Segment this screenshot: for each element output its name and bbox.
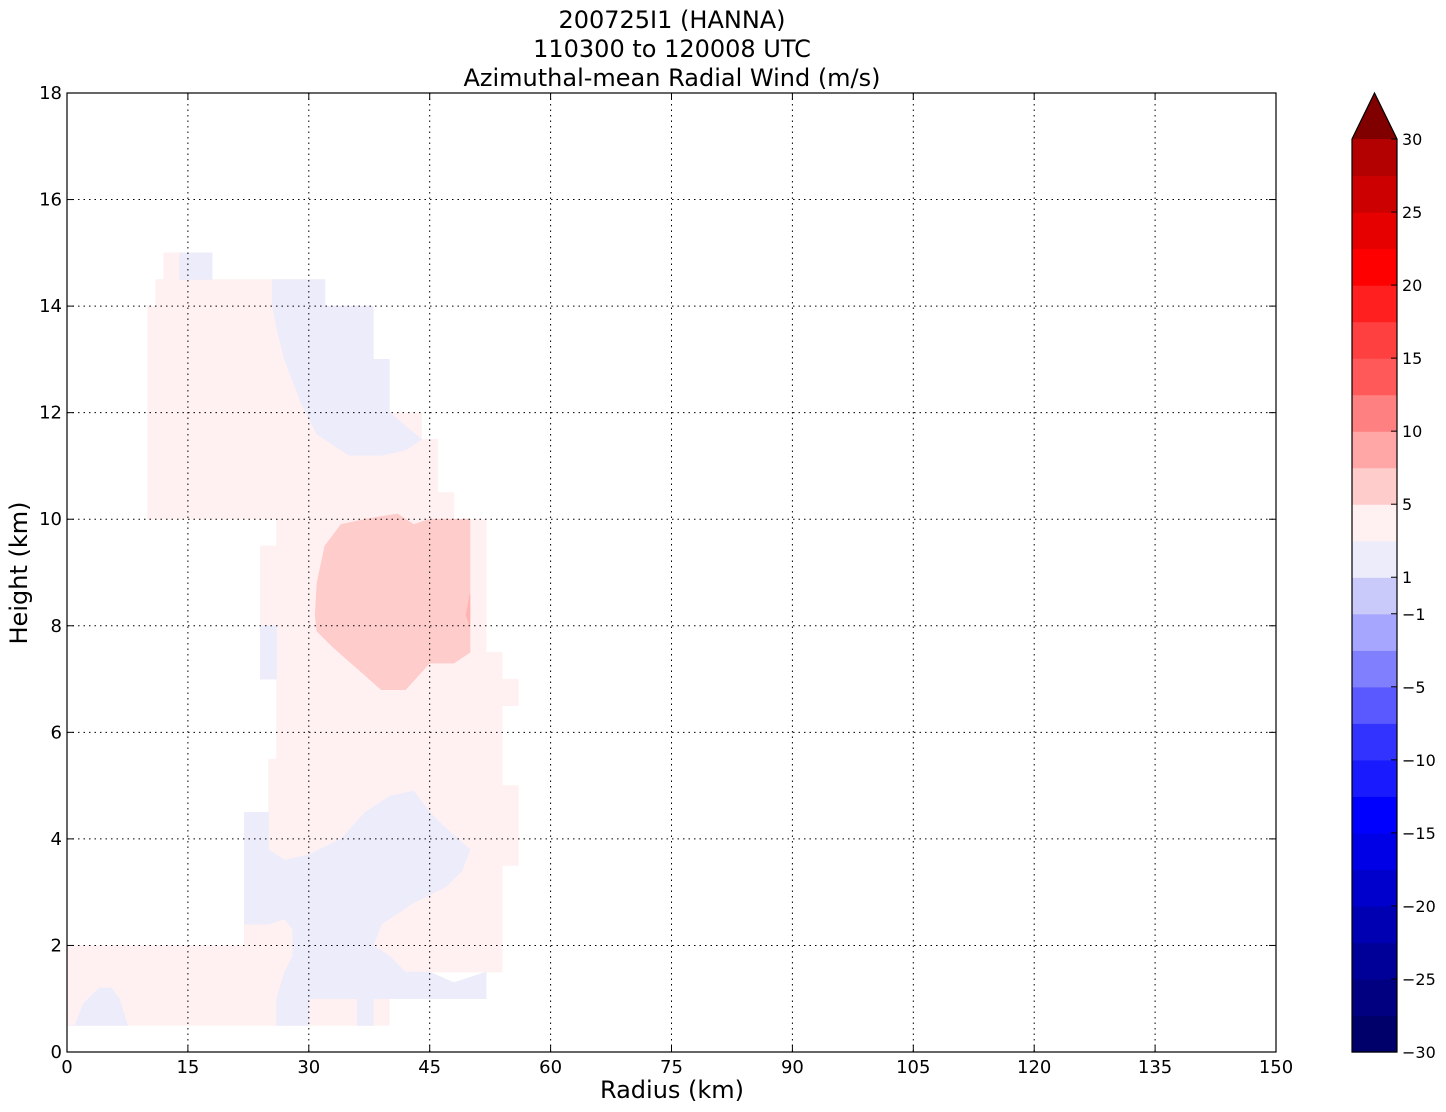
contour-region-2 — [272, 279, 423, 456]
title-line-3: Azimuthal-mean Radial Wind (m/s) — [463, 64, 880, 92]
colorbar-tick-label: 20 — [1402, 276, 1422, 295]
colorbar-segment — [1352, 832, 1397, 870]
x-tick-label: 15 — [176, 1057, 199, 1078]
colorbar-tick-label: −1 — [1402, 605, 1426, 624]
colorbar-outline — [1351, 91, 1398, 1053]
x-tick-label: 75 — [660, 1057, 683, 1078]
contour-region-1 — [179, 252, 213, 280]
x-tick-label: 105 — [896, 1057, 930, 1078]
plot-area: 0 15 30 45 60 75 90 105 120 135 150 0 2 4 6 8 10 12 14 16 18 — [39, 83, 1293, 1078]
axis-ticks: 0 15 30 45 60 75 90 105 120 135 150 0 2 4 6 8 10 12 14 16 18 — [39, 83, 1293, 1078]
colorbar-segment — [1352, 1015, 1397, 1053]
y-tick-label: 0 — [51, 1042, 62, 1063]
x-tick-label: 150 — [1259, 1057, 1293, 1078]
x-tick-label: 135 — [1138, 1057, 1172, 1078]
colorbar-segment — [1352, 723, 1397, 761]
colorbar-segment — [1352, 905, 1397, 944]
colorbar-segment — [1352, 285, 1397, 323]
y-axis-label: Height (km) — [5, 502, 33, 645]
colorbar-segment — [1352, 321, 1397, 359]
title-line-1: 200725I1 (HANNA) — [558, 6, 785, 34]
y-tick-label: 4 — [51, 829, 62, 850]
colorbar-segment — [1352, 978, 1397, 1017]
colorbar-segment — [1352, 358, 1397, 396]
x-tick-label: 90 — [781, 1057, 804, 1078]
y-tick-label: 14 — [39, 296, 62, 317]
x-axis-label: Radius (km) — [600, 1076, 744, 1104]
colorbar-tick-label: 30 — [1402, 130, 1422, 149]
colorbar-tick-label: 15 — [1402, 349, 1422, 368]
x-tick-label: 60 — [539, 1057, 562, 1078]
title-line-2: 110300 to 120008 UTC — [533, 35, 811, 63]
y-tick-label: 2 — [51, 935, 62, 956]
colorbar-segment — [1352, 577, 1397, 615]
colorbar-segment — [1352, 942, 1397, 980]
contour-region-5 — [465, 593, 471, 626]
colorbar-segment — [1352, 175, 1397, 213]
contour-region-4 — [314, 513, 471, 691]
colorbar-segment — [1352, 796, 1397, 834]
colorbar-segment — [1352, 650, 1397, 688]
colorbar-tick-label: 10 — [1402, 422, 1422, 441]
colorbar-segment — [1352, 431, 1397, 469]
colorbar-segment — [1352, 139, 1397, 177]
x-tick-label: 0 — [61, 1057, 72, 1078]
colorbar-tick-label: −20 — [1402, 897, 1436, 916]
colorbar-segment — [1352, 467, 1397, 505]
colorbar-tick-label: 1 — [1402, 568, 1412, 587]
colorbar-extend-arrow — [1352, 93, 1397, 139]
contour-region-3 — [260, 625, 277, 680]
colorbar-segment — [1352, 686, 1397, 724]
contour-region-7 — [356, 998, 374, 1026]
y-tick-label: 18 — [39, 83, 62, 104]
contour-regions — [66, 252, 519, 1026]
colorbar-tick-label: −5 — [1402, 678, 1426, 697]
colorbar-segment — [1352, 212, 1397, 250]
colorbar-tick-label: −10 — [1402, 751, 1436, 770]
colorbar-segment — [1352, 540, 1397, 578]
y-tick-label: 8 — [51, 616, 62, 637]
colorbar-segment — [1352, 504, 1397, 542]
y-tick-label: 12 — [39, 403, 62, 424]
colorbar-tick-label: −25 — [1402, 970, 1436, 989]
colorbar-tick-label: 5 — [1402, 495, 1412, 514]
y-tick-label: 10 — [39, 509, 62, 530]
contour-region-6 — [244, 790, 487, 1026]
colorbar: 30 25 20 15 10 5 1 −1 −5 −10 −15 −20 −25 −30 — [1351, 91, 1436, 1062]
colorbar-segment — [1352, 869, 1397, 907]
colorbar-segment — [1352, 759, 1397, 797]
colorbar-tick-label: −15 — [1402, 824, 1436, 843]
grid-lines — [67, 93, 1276, 1052]
colorbar-segment — [1352, 248, 1397, 286]
contour-region-8 — [67, 987, 128, 1026]
colorbar-segment — [1352, 394, 1397, 432]
y-tick-label: 6 — [51, 722, 62, 743]
x-tick-label: 120 — [1017, 1057, 1051, 1078]
x-tick-label: 45 — [418, 1057, 441, 1078]
x-tick-label: 30 — [297, 1057, 320, 1078]
colorbar-segment — [1352, 613, 1397, 651]
y-tick-label: 16 — [39, 190, 62, 211]
chart-title: 200725I1 (HANNA) 110300 to 120008 UTC Az… — [463, 6, 880, 92]
colorbar-tick-label: −30 — [1402, 1043, 1436, 1062]
colorbar-tick-label: 25 — [1402, 203, 1422, 222]
